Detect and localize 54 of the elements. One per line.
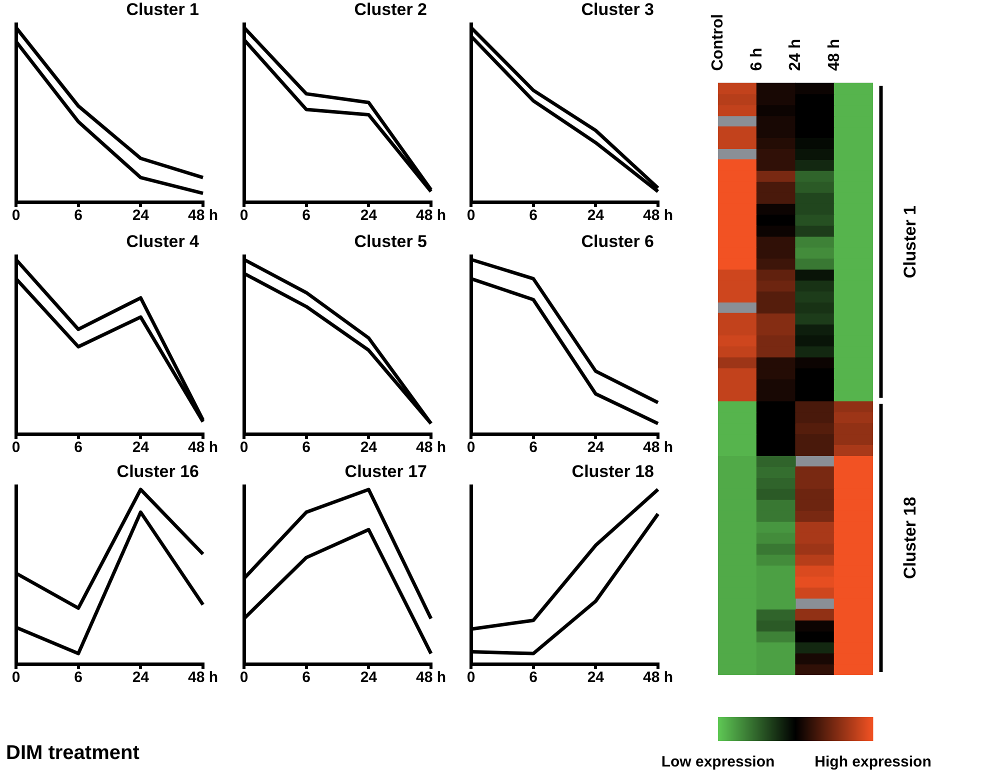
x-tick-label: 6 — [302, 207, 311, 224]
x-tick-label: 0 — [466, 669, 476, 686]
chart-title: Cluster 17 — [344, 462, 427, 482]
x-tick-label: 48 h — [826, 38, 843, 71]
x-tick-label: 24 — [132, 207, 150, 224]
x-tick-label: 6 — [529, 207, 538, 224]
x-tick-label: 0 — [466, 207, 476, 224]
x-tick-label: 48 h — [642, 207, 674, 224]
x-tick-label: 0 — [12, 439, 20, 456]
x-tick-label: 6 h — [748, 48, 766, 71]
color-bar-label: Low expression — [661, 754, 775, 771]
x-tick-label: 48 h — [416, 439, 446, 456]
x-tick-label: 48 h — [416, 207, 446, 224]
x-tick-label: 6 — [74, 439, 83, 456]
x-tick-label: 6 — [74, 207, 83, 224]
y2-tick-label: Cluster 18 — [900, 496, 920, 580]
x-tick-label: 48 h — [188, 669, 218, 686]
chart-title: Cluster 6 — [581, 232, 654, 252]
x-tick-label: 48 h — [416, 669, 446, 686]
x-tick-label: 6 — [529, 669, 538, 686]
x-tick-label: 6 — [302, 439, 311, 456]
text: DIM treatment — [6, 742, 140, 765]
x-tick-label: 0 — [466, 439, 476, 456]
x-tick-label: 6 — [529, 439, 538, 456]
x-tick-label: Control — [710, 14, 727, 71]
chart-title: Cluster 5 — [354, 232, 427, 252]
x-tick-label: 6 — [74, 669, 83, 686]
chart-title: Cluster 1 — [126, 0, 199, 20]
chart-title: Cluster 16 — [116, 462, 199, 482]
x-tick-label: 0 — [12, 669, 20, 686]
x-tick-label: 0 — [12, 207, 20, 224]
x-tick-label: 48 h — [188, 439, 218, 456]
x-tick-label: 24 — [132, 439, 150, 456]
x-tick-label: 0 — [240, 669, 248, 686]
y2-tick-label: Cluster 1 — [900, 205, 920, 278]
x-tick-label: 24 — [360, 439, 378, 456]
x-tick-label: 24 h — [787, 38, 804, 71]
x-tick-label: 24 — [587, 207, 605, 224]
x-tick-label: 24 — [587, 439, 605, 456]
chart-title: Cluster 4 — [126, 232, 200, 252]
chart-title: Cluster 18 — [572, 462, 654, 482]
x-tick-label: 24 — [587, 669, 605, 686]
x-tick-label: 48 h — [642, 439, 674, 456]
x-tick-label: 24 — [132, 669, 150, 686]
x-tick-label: 24 — [360, 669, 378, 686]
chart-title: Cluster 2 — [354, 0, 427, 20]
x-tick-label: 24 — [360, 207, 378, 224]
x-tick-label: 48 h — [188, 207, 218, 224]
x-tick-label: 6 — [302, 669, 311, 686]
chart-title: Cluster 3 — [581, 0, 654, 20]
x-tick-label: 0 — [240, 439, 248, 456]
color-bar-label: High expression — [814, 754, 932, 771]
x-tick-label: 0 — [240, 207, 248, 224]
x-tick-label: 48 h — [642, 669, 674, 686]
